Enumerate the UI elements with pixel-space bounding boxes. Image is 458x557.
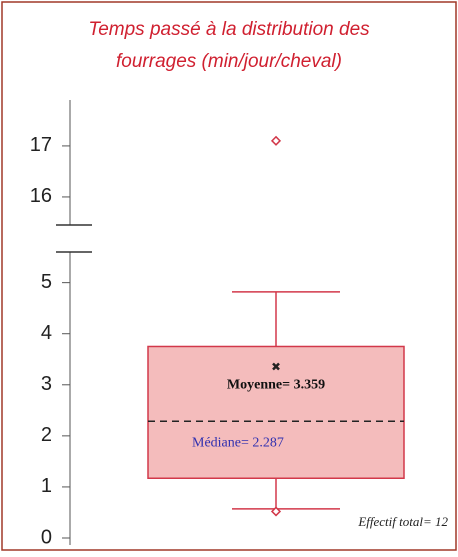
outlier bbox=[270, 506, 282, 517]
y-tick-label: 3 bbox=[41, 373, 52, 395]
y-tick-label: 5 bbox=[41, 271, 52, 293]
median-label: Médiane= 2.287 bbox=[192, 435, 284, 450]
y-tick-label: 0 bbox=[41, 526, 52, 548]
mean-marker bbox=[272, 362, 280, 371]
y-tick-label: 1 bbox=[41, 475, 52, 497]
chart-title: Temps passé à la distribution des bbox=[88, 19, 370, 40]
chart-title: fourrages (min/jour/cheval) bbox=[116, 51, 342, 72]
box bbox=[147, 345, 405, 479]
y-tick-label: 16 bbox=[30, 185, 52, 207]
mean-label: Moyenne= 3.359 bbox=[227, 378, 325, 393]
y-tick-label: 4 bbox=[41, 322, 52, 344]
y-tick-label: 2 bbox=[41, 424, 52, 446]
outlier bbox=[270, 135, 282, 146]
annotation: Effectif total= 12 bbox=[357, 514, 448, 529]
y-tick-label: 17 bbox=[30, 134, 52, 156]
